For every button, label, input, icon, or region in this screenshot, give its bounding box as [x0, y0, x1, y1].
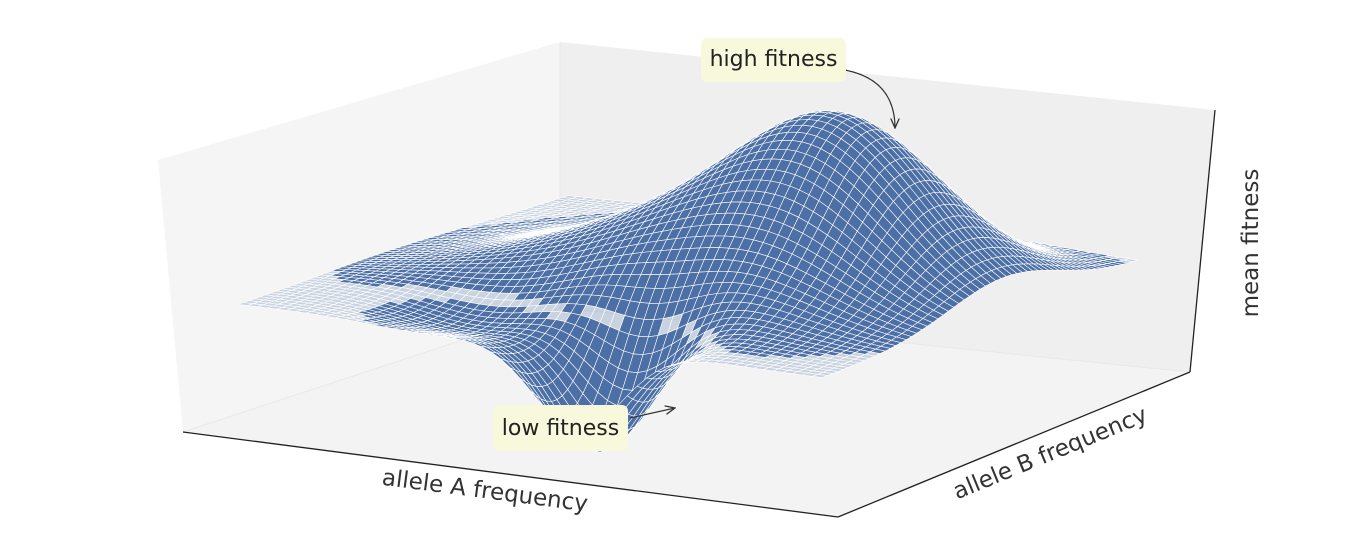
z-axis-label: mean fitness — [1238, 169, 1264, 318]
annotation-low-text: low fitness — [502, 416, 619, 441]
annotation-high-text: high fitness — [710, 47, 838, 72]
fitness-surface — [237, 110, 1139, 453]
floor-pane — [183, 308, 1190, 517]
